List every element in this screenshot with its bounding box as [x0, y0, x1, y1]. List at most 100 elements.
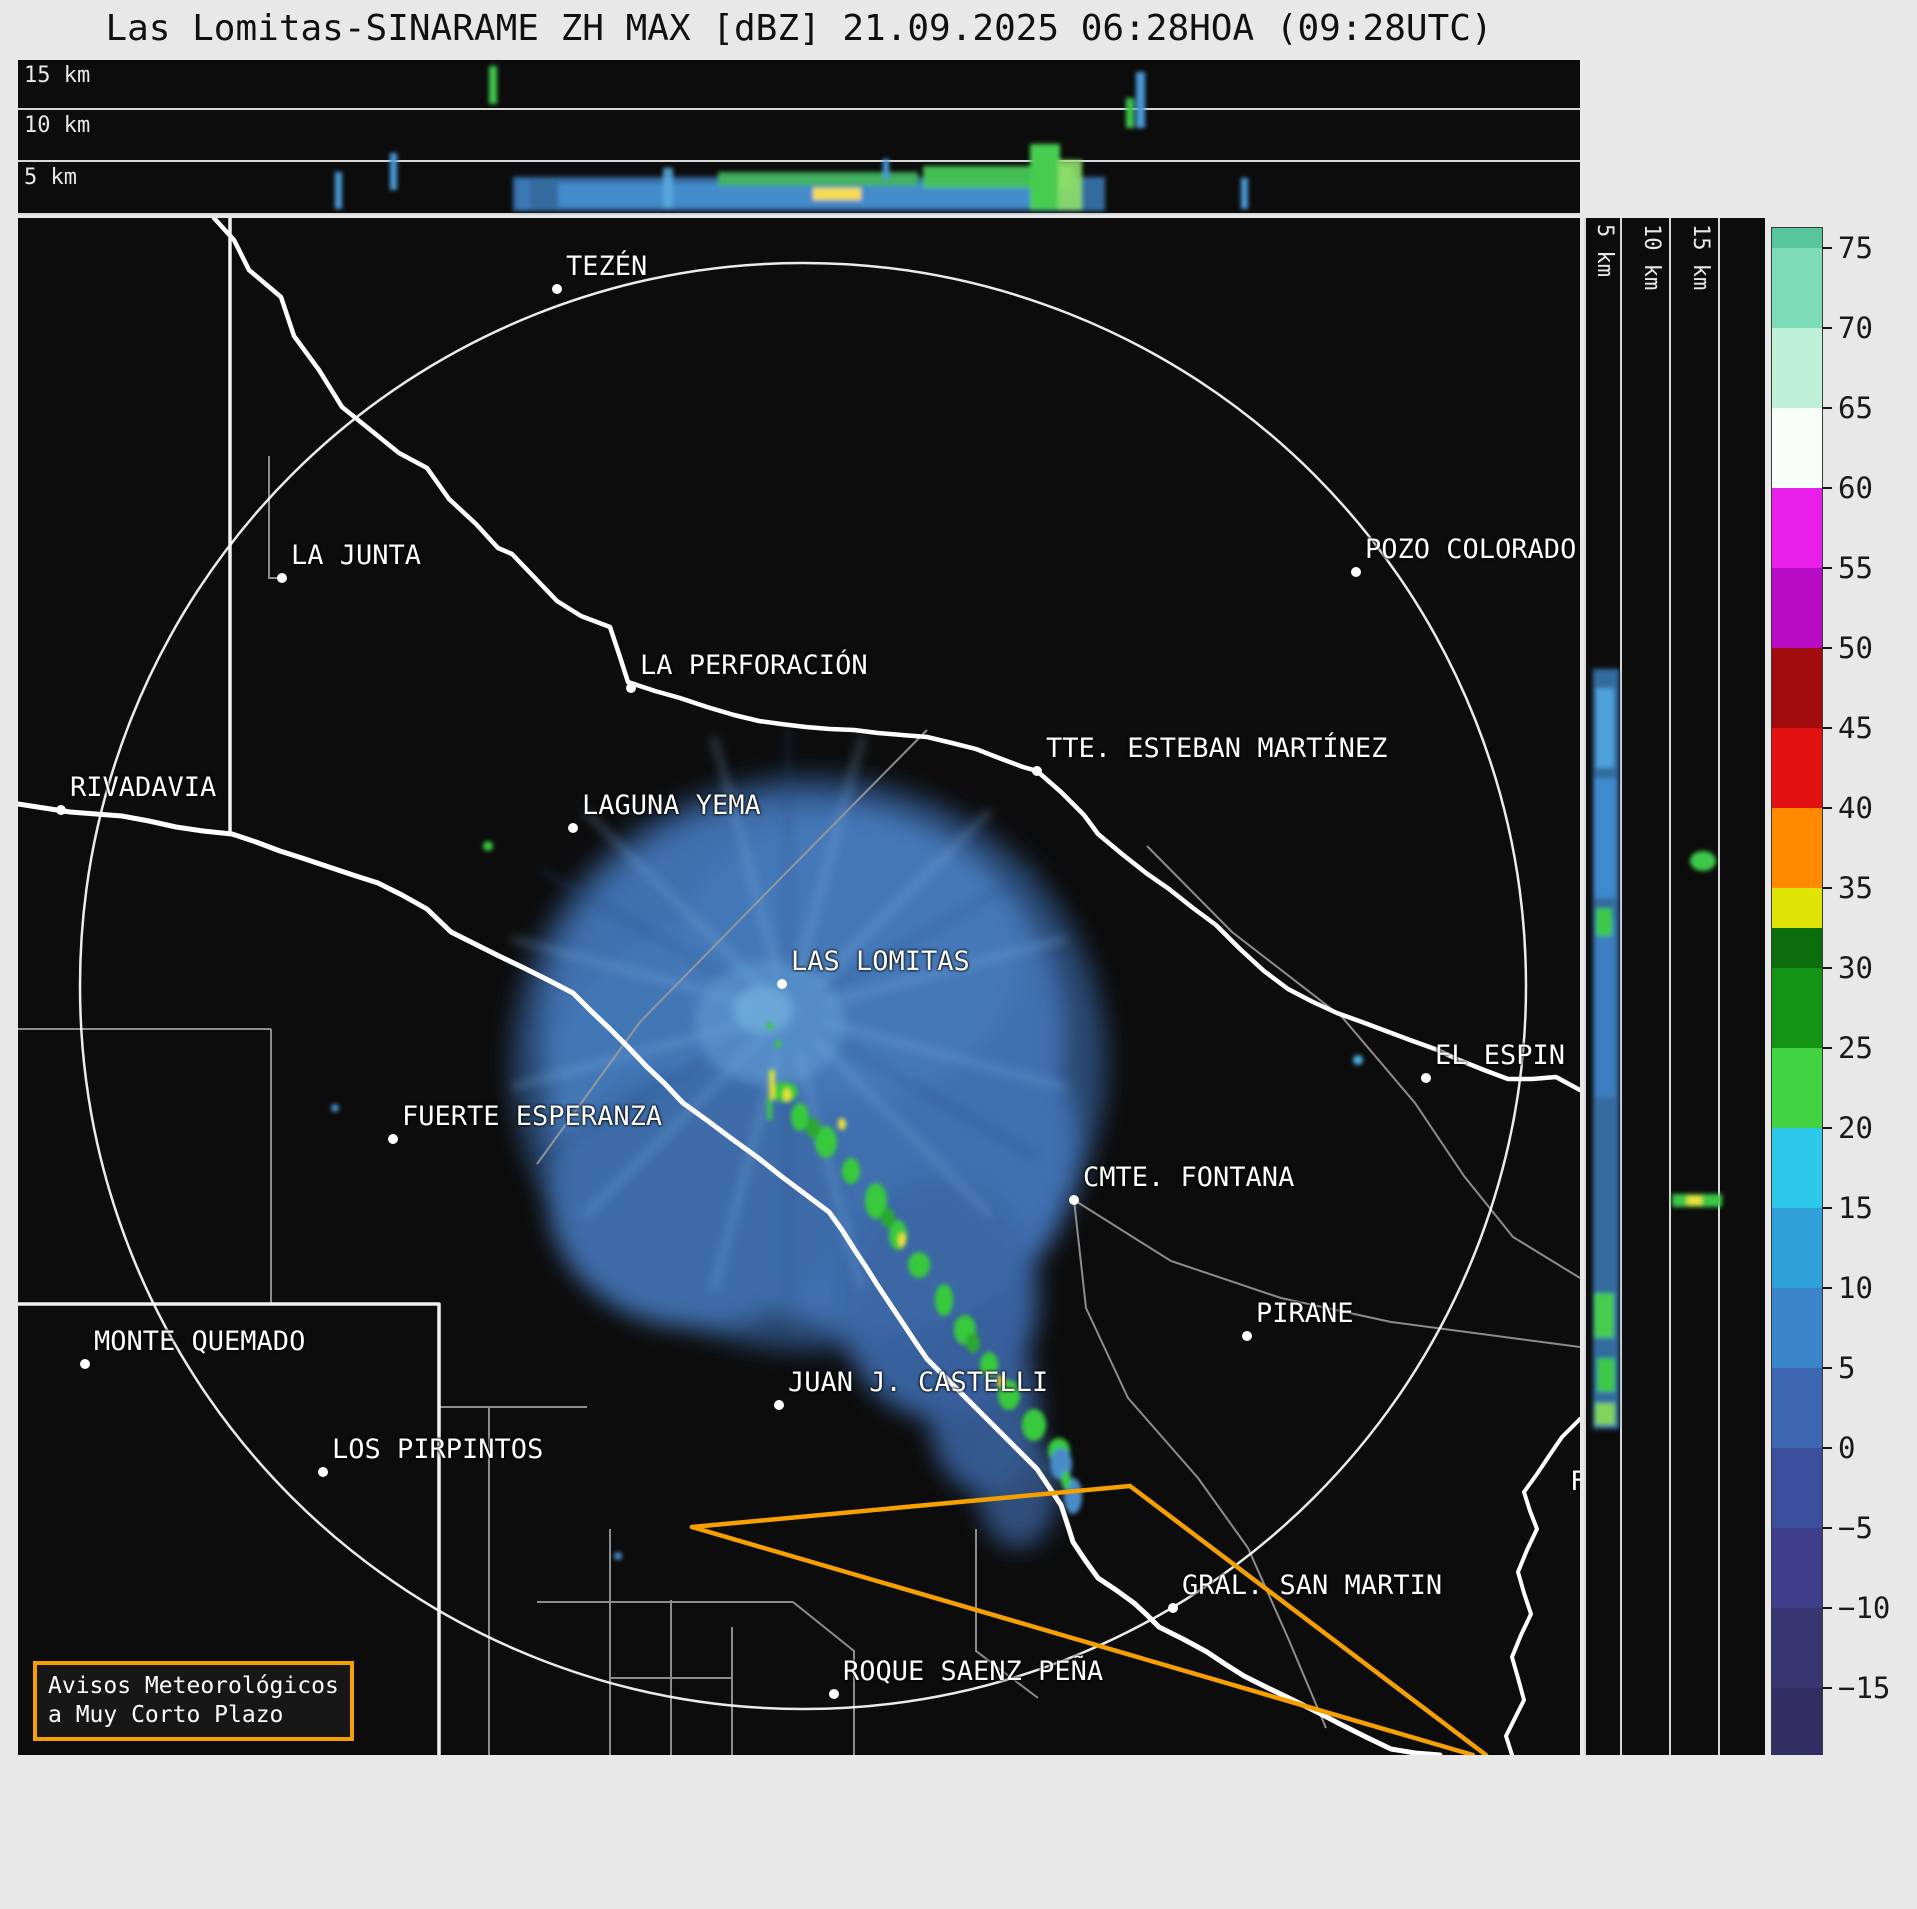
gridline-5km	[1620, 218, 1622, 1755]
colorbar-tick-mark	[1822, 567, 1832, 569]
city-label: FUERTE ESPERANZA	[402, 1101, 663, 1132]
provincial-borders	[18, 218, 441, 1755]
colorbar-segment	[1772, 888, 1822, 928]
altitude-row-15km: 15 km	[18, 60, 1580, 110]
advisory-legend-box: Avisos Meteorológicos a Muy Corto Plazo	[33, 1661, 354, 1741]
colorbar-segment	[1772, 228, 1822, 248]
city-dot	[1069, 1195, 1079, 1205]
colorbar-segment	[1772, 1528, 1822, 1608]
city-label: EL ESPIN	[1435, 1040, 1566, 1071]
colorbar-segment	[1772, 1368, 1822, 1448]
city-label: MONTE QUEMADO	[94, 1326, 306, 1357]
city-label: JUAN J. CASTELLI	[788, 1367, 1049, 1398]
river-east	[1504, 1417, 1580, 1755]
city-label: RIVADAVIA	[70, 772, 217, 803]
radar-map: TEZÉN LA JUNTA POZO COLORADO LA PERFORACIÓN…	[18, 218, 1580, 1755]
city-label: LAGUNA YEMA	[582, 790, 761, 821]
city-dot	[774, 1400, 784, 1410]
city-dot	[1168, 1603, 1178, 1613]
colorbar-tick-mark	[1822, 247, 1832, 249]
city-label: LOS PIRPINTOS	[332, 1434, 544, 1465]
city-dot	[568, 823, 578, 833]
city-label: LA PERFORACIÓN	[640, 650, 868, 681]
colorbar-tick-mark	[1822, 327, 1832, 329]
colorbar-tick-mark	[1822, 1207, 1832, 1209]
altitude-label-right-15km: 15 km	[1688, 224, 1713, 291]
ew-cross-section-panel: 15 km 10 km 5 km	[18, 60, 1580, 215]
city-dot	[277, 573, 287, 583]
altitude-row-5km: 5 km	[18, 162, 1580, 215]
colorbar-segment	[1772, 1208, 1822, 1288]
gridline-10km	[1669, 218, 1671, 1755]
gridline-15km	[1718, 218, 1720, 1755]
city-label: CMTE. FONTANA	[1083, 1162, 1295, 1193]
colorbar-tick-mark	[1822, 1047, 1832, 1049]
altitude-label-right-5km: 5 km	[1592, 224, 1617, 277]
city-label: GRAL. SAN MARTIN	[1182, 1570, 1443, 1601]
city-label: F	[1570, 1466, 1580, 1497]
colorbar-tick-label: 35	[1838, 871, 1873, 905]
colorbar-segment	[1772, 728, 1822, 808]
colorbar-segment	[1772, 1608, 1822, 1688]
ew-cross-section-echo	[335, 66, 1248, 211]
colorbar-segment	[1772, 1288, 1822, 1368]
colorbar-tick-label: −5	[1838, 1511, 1873, 1545]
city-dot	[1421, 1073, 1431, 1083]
colorbar-tick-label: 40	[1838, 791, 1873, 825]
city-labels-layer: TEZÉN LA JUNTA POZO COLORADO LA PERFORACIÓN…	[18, 218, 1580, 1755]
colorbar-segment	[1772, 968, 1822, 1048]
colorbar-segment	[1772, 1128, 1822, 1208]
colorbar-tick-mark	[1822, 887, 1832, 889]
colorbar-tick-mark	[1822, 967, 1832, 969]
range-ring	[78, 261, 1528, 1711]
city-label: LA JUNTA	[291, 540, 422, 571]
dbz-colorbar	[1771, 227, 1823, 1756]
city-dot	[56, 805, 66, 815]
colorbar-tick-mark	[1822, 1447, 1832, 1449]
colorbar-tick-label: 10	[1838, 1271, 1873, 1305]
river-bermejo	[18, 801, 1443, 1755]
colorbar-tick-label: 75	[1838, 231, 1873, 265]
colorbar-tick-label: 25	[1838, 1031, 1873, 1065]
city-dot	[552, 284, 562, 294]
colorbar-tick-label: −15	[1838, 1671, 1891, 1705]
colorbar-tick-label: 20	[1838, 1111, 1873, 1145]
city-label: TTE. ESTEBAN MARTÍNEZ	[1046, 733, 1388, 764]
colorbar-segment	[1772, 488, 1822, 568]
city-dot	[626, 683, 636, 693]
advisory-legend-line1: Avisos Meteorológicos	[48, 1673, 339, 1699]
city-dot	[1351, 567, 1361, 577]
colorbar-tick-mark	[1822, 1127, 1832, 1129]
footer: Servicio Meteorológico Nacional Argentin…	[0, 1755, 1917, 1909]
city-dot	[80, 1359, 90, 1369]
colorbar-segment	[1772, 408, 1822, 488]
altitude-label-10km: 10 km	[24, 113, 91, 138]
radar-echo-cells	[331, 841, 1363, 1560]
colorbar-tick-label: 0	[1838, 1431, 1856, 1465]
colorbar-tick-mark	[1822, 1687, 1832, 1689]
map-graphics	[18, 218, 1580, 1755]
colorbar-segment	[1772, 248, 1822, 328]
colorbar-tick-label: 65	[1838, 391, 1873, 425]
colorbar-segment	[1772, 1048, 1822, 1128]
colorbar-tick-label: 15	[1838, 1191, 1873, 1225]
ns-cross-section-panel: 5 km 10 km 15 km	[1584, 218, 1765, 1755]
colorbar-tick-mark	[1822, 1527, 1832, 1529]
colorbar-tick-mark	[1822, 727, 1832, 729]
colorbar-segment	[1772, 928, 1822, 968]
ns-cross-section-echo	[1593, 669, 1722, 1429]
colorbar-tick-label: −10	[1838, 1591, 1891, 1625]
altitude-label-15km: 15 km	[24, 63, 91, 88]
city-label: LAS LOMITAS	[791, 946, 970, 977]
page-title: Las Lomitas-SINARAME ZH MAX [dBZ] 21.09.…	[105, 8, 1493, 49]
colorbar-tick-label: 30	[1838, 951, 1873, 985]
colorbar-tick-label: 55	[1838, 551, 1873, 585]
colorbar-tick-label: 70	[1838, 311, 1873, 345]
colorbar-tick-mark	[1822, 487, 1832, 489]
city-dot	[1242, 1331, 1252, 1341]
colorbar-tick-label: 50	[1838, 631, 1873, 665]
city-dot	[388, 1134, 398, 1144]
colorbar-tick-label: 60	[1838, 471, 1873, 505]
river-north	[211, 218, 1580, 1093]
